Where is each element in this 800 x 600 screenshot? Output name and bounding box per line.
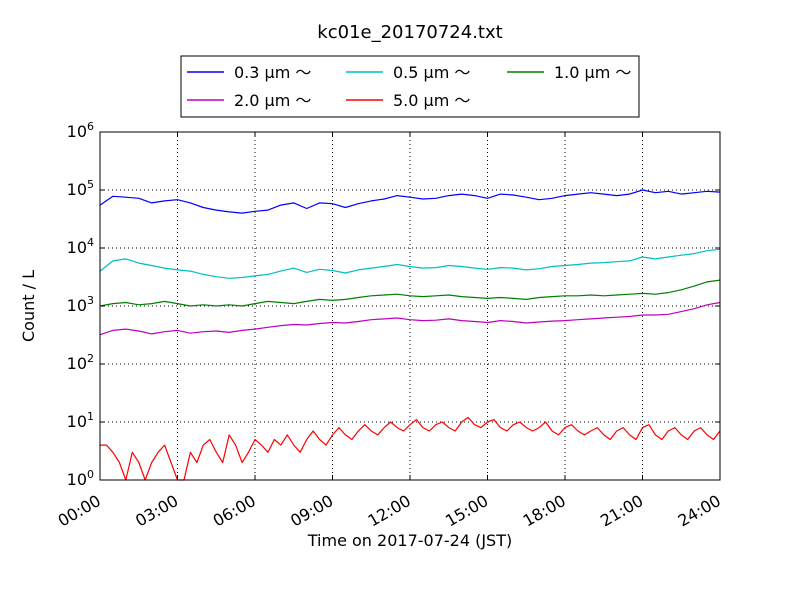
- series-line: [100, 416, 721, 481]
- series-lines: [99, 189, 721, 481]
- y-tick-label: 101: [67, 410, 94, 431]
- legend-box: [180, 55, 640, 118]
- series-line: [99, 189, 721, 214]
- y-tick-label: 102: [67, 352, 94, 373]
- legend-label: 0.3 μm ～: [234, 63, 311, 82]
- x-axis-label: Time on 2017-07-24 (JST): [307, 531, 512, 550]
- legend-label: 5.0 μm ～: [393, 91, 470, 110]
- legend-label: 0.5 μm ～: [393, 63, 470, 82]
- series-line: [99, 248, 721, 279]
- y-tick-label: 105: [67, 178, 94, 199]
- y-axis-label: Count / L: [19, 270, 38, 342]
- y-tick-label: 104: [67, 236, 94, 257]
- y-tick-label: 100: [67, 468, 94, 489]
- legend-label: 2.0 μm ～: [234, 91, 311, 110]
- y-tick-label: 106: [67, 120, 94, 141]
- series-line: [99, 301, 721, 336]
- chart-title: kc01e_20170724.txt: [317, 22, 502, 43]
- legend-label: 1.0 μm ～: [554, 63, 631, 82]
- grid-lines: [100, 132, 720, 480]
- y-tick-label: 103: [67, 294, 94, 315]
- legend: 0.3 μm ～ 0.5 μm ～ 1.0 μm ～ 2.0 μm ～ 5.0 μm ～: [180, 55, 640, 118]
- y-axis-ticks: 100 101 102 103 104 105 106: [67, 120, 720, 489]
- series-line: [99, 279, 721, 307]
